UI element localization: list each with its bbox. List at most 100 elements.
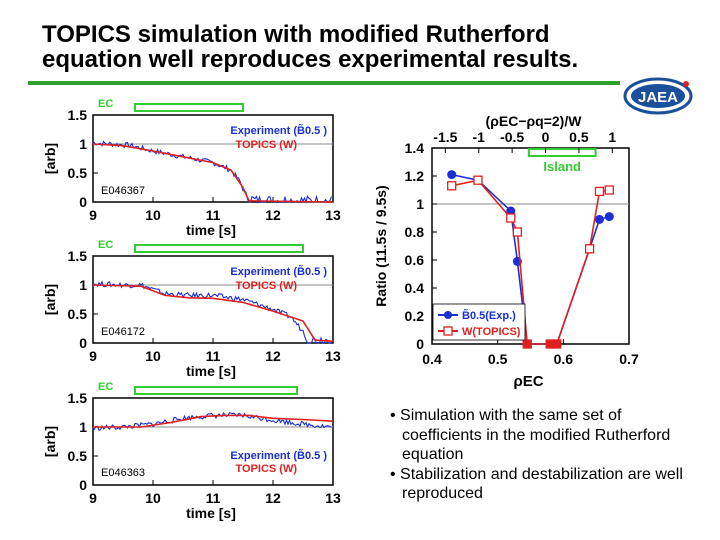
y-tick-label: 1.2 <box>405 168 425 184</box>
top-tick-label: 0.5 <box>569 129 589 145</box>
topics-series <box>93 414 334 428</box>
legend-experiment: Experiment (B̃0.5 ) <box>230 449 327 462</box>
logo-dot <box>683 81 689 87</box>
topics-ratio-point <box>584 244 595 254</box>
y-tick-label: 1 <box>79 277 87 293</box>
x-tick-label: 10 <box>145 207 161 223</box>
title-underline <box>28 81 620 85</box>
topics-ratio-point <box>594 186 605 197</box>
shot-id: E046363 <box>101 467 145 479</box>
y-tick-label: 0.5 <box>68 306 88 322</box>
topics-ratio-line <box>451 179 610 345</box>
ec-label: EC <box>98 381 113 393</box>
legend-topics-marker <box>443 326 453 336</box>
title-line-1: TOPICS simulation with modified Rutherfo… <box>42 21 550 48</box>
top-axis-title: (ρEC−ρq=2)/W <box>486 113 583 129</box>
topics-series <box>92 284 334 343</box>
x-axis-label: time [s] <box>186 505 236 521</box>
ec-bar <box>134 386 298 395</box>
y-tick-label: 1.5 <box>68 248 88 264</box>
y-tick-label: 1 <box>416 196 424 212</box>
y-axis-label: Ratio (11.5s / 9.5s) <box>373 185 389 306</box>
x-tick-label: 11 <box>206 490 221 506</box>
x-tick-label: 0.4 <box>422 351 442 367</box>
y-tick-label: 0 <box>416 336 424 352</box>
legend-experiment: Experiment (B̃0.5 ) <box>230 265 327 278</box>
island-label: Island <box>543 159 581 174</box>
y-tick-label: 0.8 <box>405 224 425 240</box>
x-tick-label: 10 <box>145 490 161 506</box>
x-tick-label: 12 <box>265 207 281 223</box>
logo-core <box>631 84 685 108</box>
ec-bar <box>134 244 304 253</box>
y-tick-label: 0 <box>79 477 87 493</box>
topics-ratio-point <box>473 175 483 185</box>
y-tick-label: 0.5 <box>68 165 88 181</box>
legend-topics: TOPICS (W) <box>235 139 297 151</box>
x-tick-label: 13 <box>325 348 341 364</box>
plot-frame <box>92 114 334 203</box>
topics-ratio-point <box>522 339 532 349</box>
slide-title: TOPICS simulation with modified Rutherfo… <box>42 22 682 72</box>
plot-frame <box>92 397 334 486</box>
legend-experiment: Experiment (B̃0.5 ) <box>230 124 327 137</box>
ec-label: EC <box>98 239 113 251</box>
y-tick-label: 1 <box>79 136 87 152</box>
ec-label: EC <box>98 98 113 110</box>
jaea-logo: JAEA <box>623 77 693 115</box>
x-axis-label: time [s] <box>186 363 236 379</box>
x-axis-label: time [s] <box>186 222 236 238</box>
x-tick-label: 9 <box>89 490 97 506</box>
shot-id: E046172 <box>101 326 145 338</box>
topics-series <box>92 143 334 203</box>
topics-ratio-point <box>512 227 523 237</box>
x-tick-label: 11 <box>206 207 221 223</box>
ec-bar <box>134 103 244 112</box>
exp-ratio-point <box>604 212 614 222</box>
top-tick-label: -0.5 <box>500 129 524 145</box>
legend-topics: TOPICS (W) <box>235 280 297 292</box>
y-tick-label: 0.6 <box>405 252 425 268</box>
x-tick-label: 9 <box>89 207 97 223</box>
x-tick-label: 13 <box>325 207 341 223</box>
x-tick-label: 10 <box>145 348 161 364</box>
topics-ratio-point <box>447 181 457 191</box>
bullet-item: • Stabilization and destabilization are … <box>390 465 683 503</box>
topics-ratio-point <box>604 185 614 195</box>
topics-ratio-point <box>506 213 516 223</box>
island-bar <box>527 148 597 157</box>
x-tick-label: 12 <box>265 490 281 506</box>
exp-ratio-point <box>594 214 604 224</box>
y-axis-label: [arb] <box>42 143 58 174</box>
plot-frame <box>92 255 334 344</box>
x-tick-label: 0.6 <box>554 351 574 367</box>
exp-ratio-point <box>447 170 457 180</box>
exp-ratio-point <box>506 206 516 216</box>
legend-topics-label: W(TOPICS) <box>462 326 521 338</box>
y-tick-label: 0.4 <box>405 280 425 296</box>
legend-exp-label: B̃0.5(Exp.) <box>462 309 516 322</box>
y-axis-label: [arb] <box>42 284 58 315</box>
x-tick-label: 13 <box>325 490 341 506</box>
shot-id: E046367 <box>101 185 145 197</box>
y-tick-label: 0 <box>79 335 87 351</box>
x-axis-label: ρEC <box>513 373 543 390</box>
top-tick-label: 0 <box>542 129 550 145</box>
top-tick-label: 1 <box>608 129 616 145</box>
x-tick-label: 0.7 <box>619 351 639 367</box>
y-tick-label: 0.2 <box>405 308 425 324</box>
y-tick-label: 1.5 <box>68 107 88 123</box>
topics-ratio-point <box>552 339 562 349</box>
experiment-series <box>92 411 332 432</box>
x-tick-label: 9 <box>89 348 97 364</box>
bullet-item: • Simulation with the same set of coeffi… <box>390 407 671 463</box>
title-line-2: equation well reproduces experimental re… <box>42 46 579 73</box>
legend-exp-marker <box>444 311 452 319</box>
y-tick-label: 1 <box>79 419 87 435</box>
x-tick-label: 11 <box>206 348 221 364</box>
y-tick-label: 1.5 <box>68 390 88 406</box>
bullet-list: • Simulation with the same set of coeffi… <box>390 406 700 504</box>
x-tick-label: 12 <box>265 348 281 364</box>
legend-topics: TOPICS (W) <box>235 463 297 475</box>
